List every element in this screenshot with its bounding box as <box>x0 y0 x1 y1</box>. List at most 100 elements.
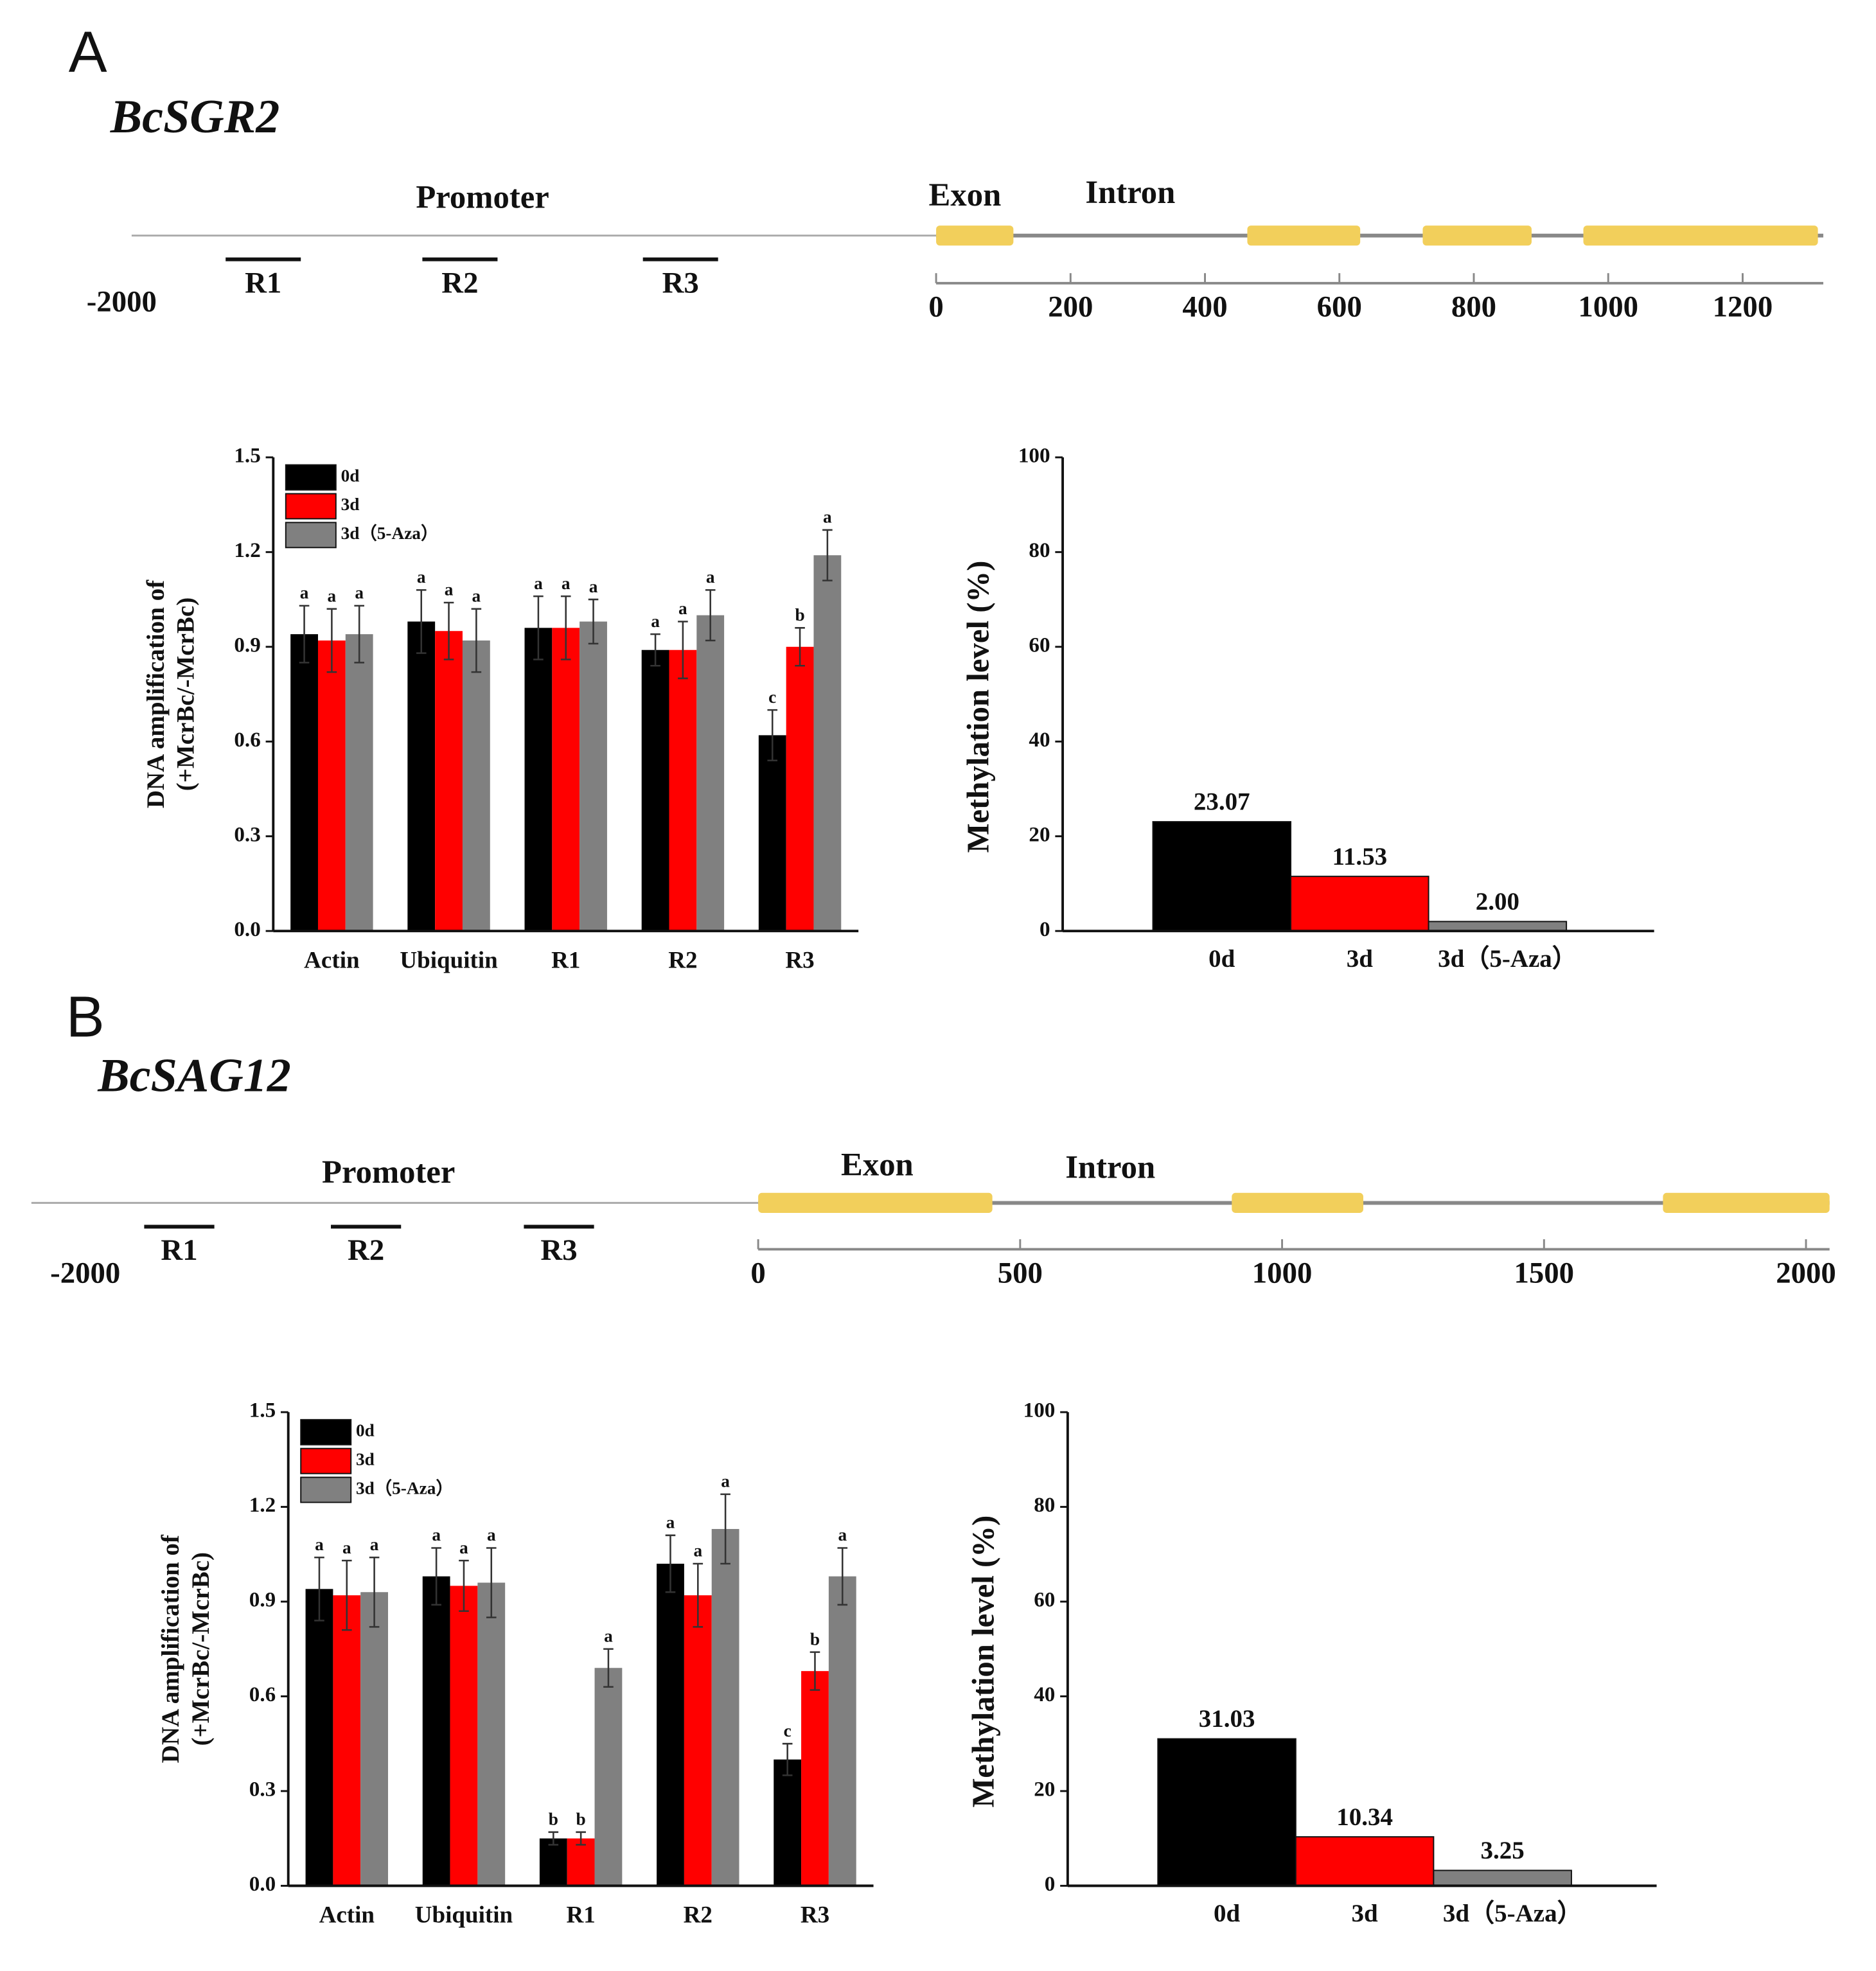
bar <box>360 1592 389 1886</box>
error-bar <box>560 595 571 660</box>
y-tick-label: 0.6 <box>249 1683 276 1706</box>
region-label: R2 <box>348 1233 384 1267</box>
start-label: -2000 <box>50 1256 120 1289</box>
bar <box>813 555 842 932</box>
y-axis-label: DNA amplification of <box>157 1534 184 1763</box>
y-axis-label: Methylation level (%) <box>966 1516 1000 1808</box>
error-bar <box>416 589 427 654</box>
significance-letter: a <box>838 1525 847 1544</box>
error-bar <box>486 1547 497 1618</box>
significance-letter: a <box>823 508 832 527</box>
significance-letter: a <box>721 1472 730 1491</box>
scale-tick-label: 500 <box>998 1256 1043 1289</box>
error-bar <box>341 1559 352 1631</box>
x-tick-label: 0d <box>1214 1900 1241 1927</box>
significance-letter: a <box>370 1535 379 1554</box>
bar <box>1157 1738 1296 1887</box>
x-tick-label: R2 <box>668 947 697 973</box>
bar <box>305 1589 333 1886</box>
error-bar <box>459 1559 469 1613</box>
error-bar <box>576 1831 586 1846</box>
value-label: 11.53 <box>1332 843 1388 871</box>
exon <box>1247 225 1361 246</box>
significance-letter: a <box>693 1541 702 1560</box>
bar <box>477 1582 506 1886</box>
exon <box>1583 225 1818 246</box>
significance-letter: c <box>768 687 776 707</box>
y-tick-label: 60 <box>1029 633 1050 657</box>
error-bar <box>720 1493 730 1565</box>
x-tick-label: R3 <box>801 1902 829 1929</box>
y-tick-label: 1.2 <box>249 1493 276 1517</box>
bar <box>828 1576 856 1886</box>
bar <box>657 1564 684 1886</box>
bar <box>801 1671 829 1886</box>
error-bar <box>782 1742 793 1776</box>
x-tick-label: Ubiquitin <box>400 947 498 973</box>
legend-label: 3d <box>341 495 360 514</box>
bar <box>567 1838 595 1886</box>
legend-label: 3d（5-Aza） <box>356 1478 454 1498</box>
error-bar <box>471 608 482 673</box>
significance-letter: a <box>678 599 687 618</box>
bar <box>435 631 463 932</box>
significance-letter: c <box>784 1721 792 1740</box>
significance-letter: a <box>666 1513 675 1532</box>
promoter-label: Promoter <box>416 179 549 215</box>
bar <box>552 628 580 932</box>
x-tick-label: Ubiquitin <box>415 1902 513 1929</box>
scale-tick-label: 1500 <box>1514 1256 1574 1289</box>
bar <box>711 1528 739 1886</box>
significance-letter: a <box>472 587 481 606</box>
intron-label: Intron <box>1085 174 1175 210</box>
error-bar <box>837 1547 848 1606</box>
legend-label: 0d <box>356 1421 375 1440</box>
value-label: 2.00 <box>1476 888 1519 915</box>
panel-label: A <box>69 20 107 84</box>
exon-label: Exon <box>841 1146 914 1182</box>
value-label: 31.03 <box>1199 1705 1255 1733</box>
significance-letter: a <box>487 1525 496 1544</box>
significance-letter: a <box>417 567 426 587</box>
y-tick-label: 100 <box>1018 444 1050 468</box>
scale-tick-label: 0 <box>928 290 943 323</box>
intron-label: Intron <box>1065 1149 1155 1185</box>
significance-letter: a <box>300 583 309 603</box>
scale-tick-label: 1000 <box>1578 290 1638 323</box>
error-bar <box>705 589 716 642</box>
exon <box>1422 225 1532 246</box>
y-tick-label: 20 <box>1029 822 1050 846</box>
error-bar <box>588 598 599 645</box>
scale-tick-label: 1200 <box>1713 290 1773 323</box>
error-bar <box>767 709 778 762</box>
error-bar <box>650 633 660 667</box>
bar <box>539 1838 567 1886</box>
legend-swatch <box>285 464 337 491</box>
scale-tick-label: 0 <box>750 1256 765 1289</box>
x-tick-label: 3d（5-Aza） <box>1438 945 1577 973</box>
bar <box>684 1595 712 1886</box>
scale-tick-label: 1000 <box>1252 1256 1313 1289</box>
bar <box>290 634 318 932</box>
error-bar <box>326 608 337 673</box>
bar <box>1295 1836 1435 1887</box>
x-tick-label: Actin <box>304 947 360 973</box>
x-tick-label: 3d <box>1352 1900 1379 1927</box>
significance-letter: a <box>651 612 660 631</box>
legend-label: 3d <box>356 1449 375 1469</box>
y-tick-label: 0.0 <box>234 917 260 941</box>
y-axis-label: DNA amplification of <box>142 579 170 808</box>
error-bar <box>533 595 544 660</box>
value-label: 3.25 <box>1481 1837 1525 1864</box>
bar <box>786 646 814 932</box>
y-tick-label: 1.5 <box>234 444 260 468</box>
panel-label: B <box>66 985 105 1049</box>
x-tick-label: R1 <box>551 947 580 973</box>
start-label: -2000 <box>87 285 157 319</box>
error-bar <box>548 1831 559 1846</box>
scale-tick-label: 800 <box>1451 290 1496 323</box>
error-bar <box>678 621 688 680</box>
exon <box>1232 1192 1363 1213</box>
significance-letter: a <box>459 1538 468 1557</box>
